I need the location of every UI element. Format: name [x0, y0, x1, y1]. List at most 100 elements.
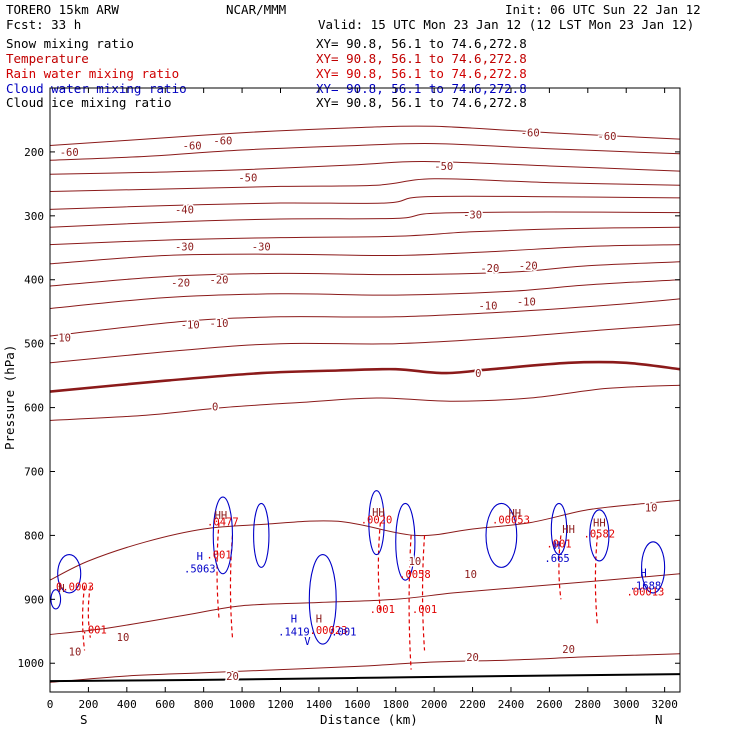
cloud-water-label: H [197, 551, 203, 563]
cloud-water-contour [485, 502, 518, 568]
high-marker: HH [562, 524, 575, 536]
temperature-label: -60 [598, 131, 617, 143]
temperature-contour [50, 195, 680, 210]
temperature-label: -30 [175, 242, 194, 254]
header: TORERO 15km ARW NCAR/MMM Init: 06 UTC Su… [6, 2, 701, 32]
temperature-label: -60 [60, 147, 79, 159]
legend-cloud-ice: Cloud ice mixing ratio [6, 95, 172, 110]
rain-label: .0058 [399, 569, 431, 581]
plot-area: 0 200 400 600 800 1000 1200 1400 1600 1800 2000 220… [18, 87, 681, 711]
y-tick-label: 800 [24, 529, 44, 542]
cloud-water-label: H [640, 567, 646, 579]
temperature-label: -10 [181, 319, 200, 331]
x-tick-label: 2800 [575, 698, 602, 711]
rain-label: 0.0003 [56, 582, 94, 594]
y-tick-label: 600 [24, 402, 44, 415]
temperature-label: 20 [226, 671, 239, 683]
legend-temperature-xy: XY= 90.8, 56.1 to 74.6,272.8 [316, 51, 527, 66]
rain-contour [408, 535, 412, 670]
temperature-label: -60 [183, 141, 202, 153]
cloud-water-contour [550, 502, 568, 556]
temperature-label: 10 [409, 556, 422, 568]
y-tick-label: 1000 [18, 657, 45, 670]
cloud-water-label: .1688 [630, 580, 662, 592]
rain-label: .001 [546, 539, 571, 551]
cloud-water-contour [308, 554, 337, 645]
temperature-label: 10 [69, 647, 82, 659]
rain-label: .00023 [310, 625, 348, 637]
cloud-water-contour [589, 509, 610, 562]
temperature-contour [50, 143, 680, 161]
x-tick-label: 2400 [498, 698, 525, 711]
temperature-label: -20 [171, 277, 190, 289]
temperature-contour [50, 298, 680, 337]
rain-label: .001 [370, 604, 395, 616]
cloud-water-label: .001 [331, 626, 356, 638]
model-label: TORERO 15km ARW [6, 2, 119, 17]
plot-frame [49, 87, 681, 693]
y-axis-title: Pressure (hPa) [2, 345, 17, 450]
x-tick-label: 200 [78, 698, 98, 711]
temperature-label: -50 [238, 172, 257, 184]
cloud-water-contour [368, 490, 385, 556]
rain-contour [558, 535, 562, 600]
temperature-label: -50 [434, 161, 453, 173]
x-tick-label: 2600 [536, 698, 563, 711]
temperature-label: -20 [480, 263, 499, 275]
temperature-label: 10 [117, 632, 130, 644]
y-tick-label: 400 [24, 274, 44, 287]
temperature-label: 20 [562, 644, 575, 656]
x-axis-title: Distance (km) [320, 712, 418, 727]
north-label: N [655, 712, 663, 727]
temperature-contour [50, 244, 680, 265]
x-tick-label: 800 [194, 698, 214, 711]
rain-label: .001 [412, 604, 437, 616]
cloud-water-label: H [291, 613, 297, 625]
rain-contour [377, 522, 381, 613]
cloud-water-label: .5063 [184, 564, 216, 576]
temperature-label: -30 [252, 242, 271, 254]
y-tick-label: 700 [24, 465, 44, 478]
temperature-contour [50, 279, 680, 309]
y-tick-label: 300 [24, 210, 44, 223]
legend-temperature: Temperature [6, 51, 89, 66]
temperature-contour [50, 499, 680, 581]
x-tick-label: 0 [47, 698, 54, 711]
rain-label: .0477 [207, 516, 239, 528]
rain-contour [594, 535, 599, 625]
temperature-contour [50, 211, 680, 228]
y-tick-label: 200 [24, 146, 44, 159]
temperature-contour [50, 653, 680, 683]
x-tick-label: 400 [117, 698, 137, 711]
temperature-label: 10 [645, 502, 658, 514]
temperature-label: -10 [210, 318, 229, 330]
temperature-contour [50, 573, 680, 635]
temperature-contour [50, 384, 680, 421]
rain-label: .0582 [584, 528, 616, 540]
legend-rain: Rain water mixing ratio [6, 66, 179, 81]
high-marker: HH [215, 510, 228, 522]
temperature-label: -20 [519, 261, 538, 273]
x-tick-label: 2200 [459, 698, 486, 711]
cloud-water-contour [253, 502, 270, 568]
temperature-label: -10 [478, 300, 497, 312]
init-label: Init: 06 UTC Sun 22 Jan 12 [505, 2, 701, 17]
legend-snow-xy: XY= 90.8, 56.1 to 74.6,272.8 [316, 36, 527, 51]
terrain-line [49, 673, 681, 683]
temperature-contour [50, 360, 680, 393]
temperature-label: -10 [517, 296, 536, 308]
temperature-label: -20 [210, 275, 229, 287]
temperature-contour [50, 178, 680, 192]
rain-contour [421, 535, 426, 651]
rain-contour [81, 586, 86, 651]
x-tick-label: 1200 [267, 698, 294, 711]
cloud-water-contour [57, 554, 82, 594]
temperature-contour [50, 261, 680, 287]
cloud-water-contour [212, 496, 234, 575]
temperature-label: 0 [475, 368, 481, 380]
temperature-label: -60 [521, 128, 540, 140]
temperature-contour [50, 324, 680, 364]
cloud-water-contour [395, 502, 416, 581]
temperature-contour [50, 125, 680, 146]
